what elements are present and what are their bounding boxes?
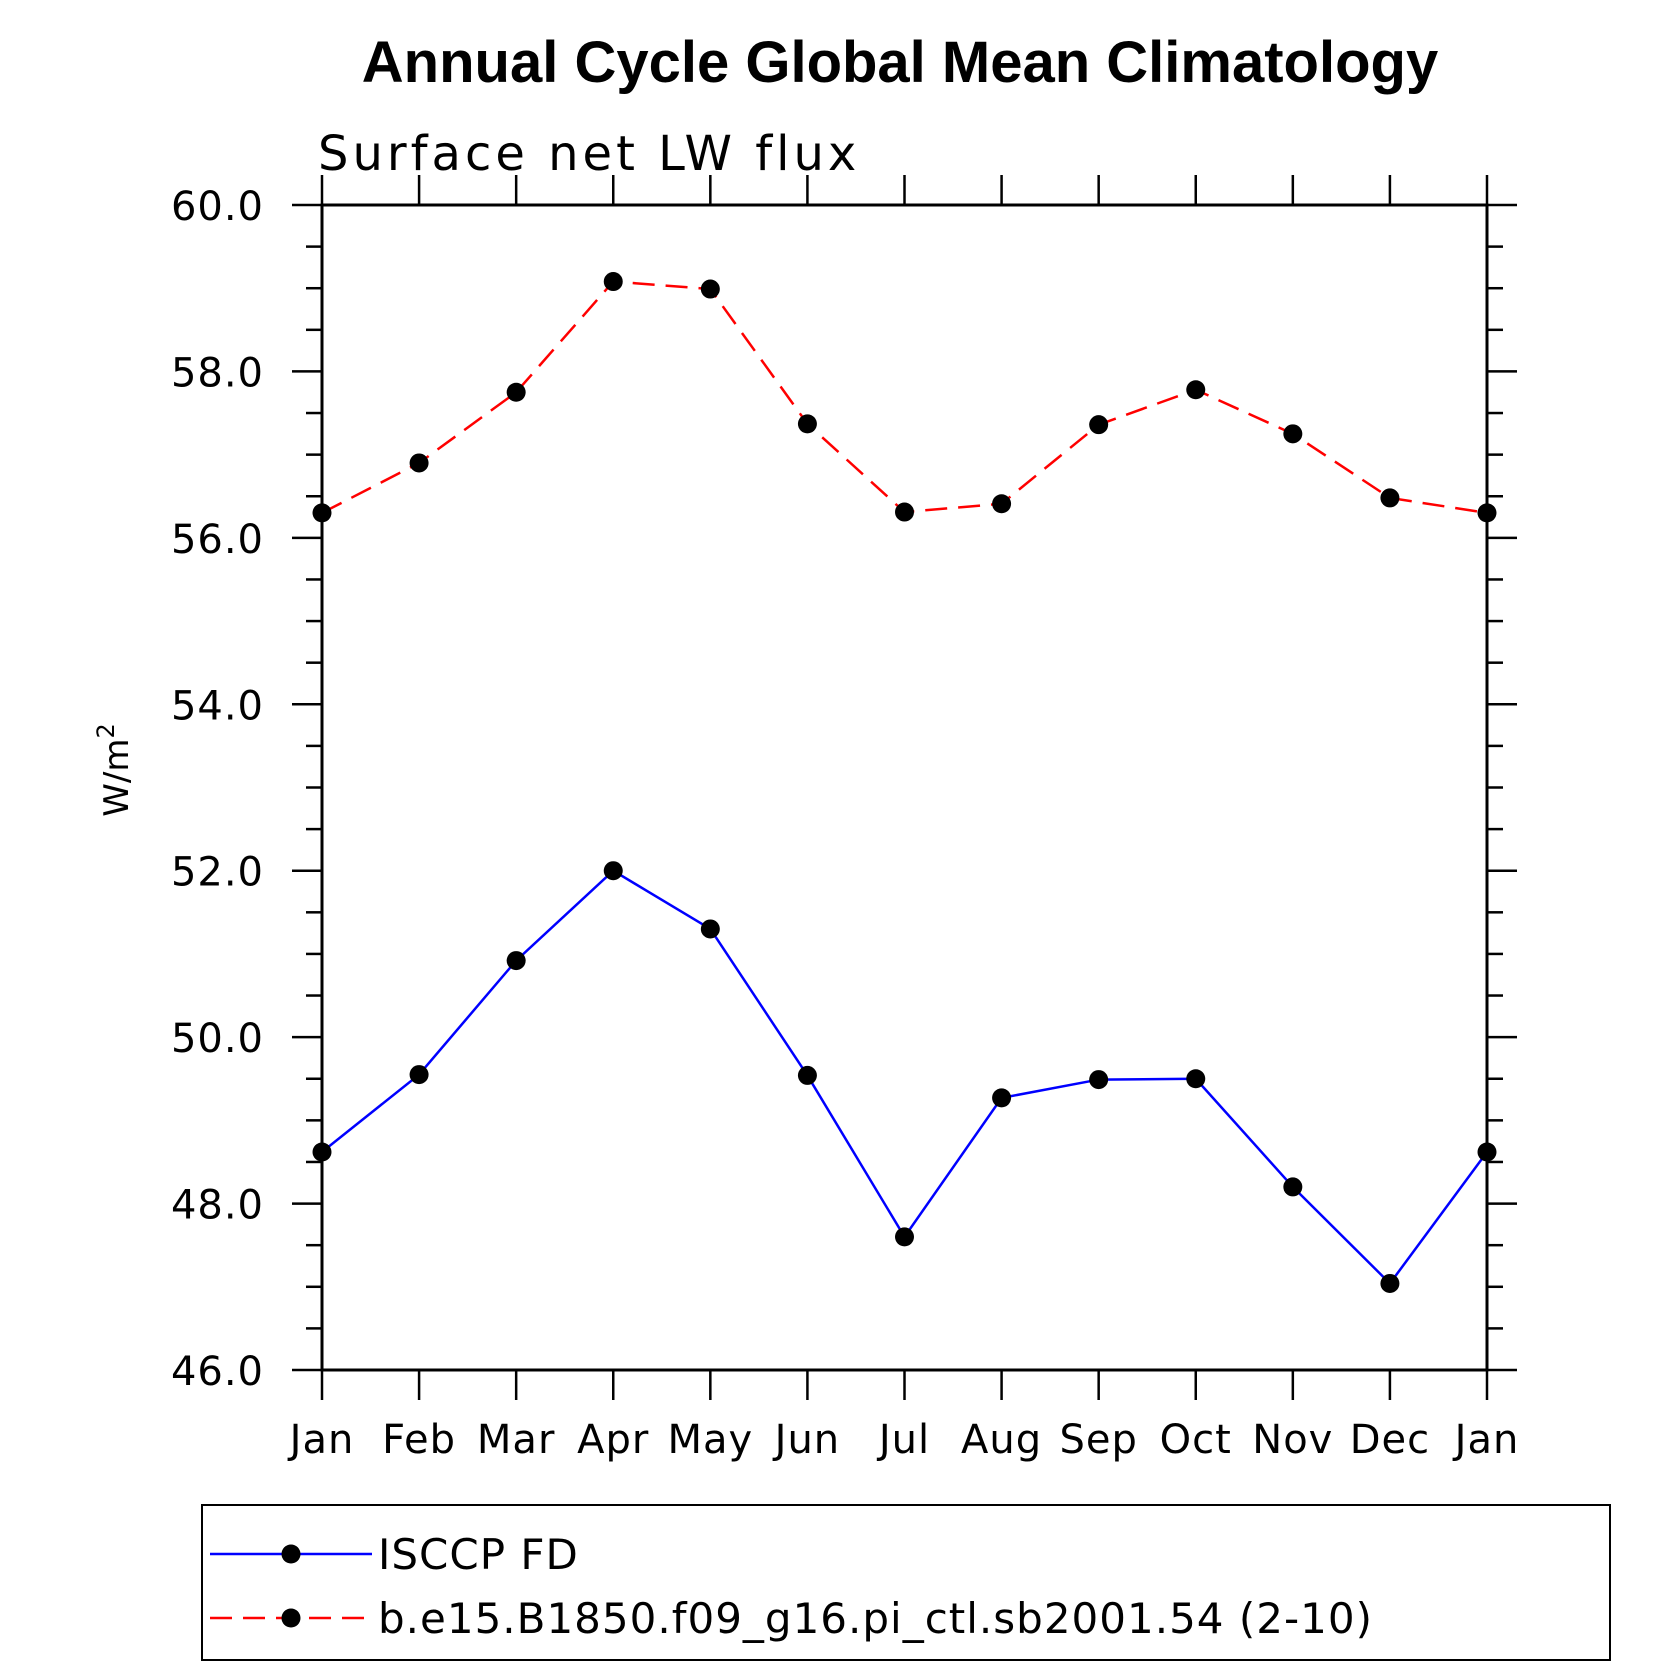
x-tick-label: Dec [1350, 1417, 1430, 1463]
series-1-point [1186, 380, 1206, 400]
x-tick-label: Aug [961, 1417, 1042, 1463]
series-1-point [1477, 503, 1497, 523]
y-axis-label-text: W/m [97, 739, 137, 817]
x-axis-ticks: Jan Feb Mar Apr May Jun Jul Aug Sep Oct Nov Dec Jan [287, 175, 1520, 1463]
x-tick-label: Jan [1452, 1417, 1520, 1463]
plot-frame [320, 203, 1489, 1372]
y-tick-label: 52.0 [171, 850, 264, 896]
series-0-point [1380, 1273, 1400, 1293]
x-tick-label: Jun [772, 1417, 841, 1463]
y-axis-label: W/m2 [92, 723, 137, 816]
y-tick-label: 58.0 [171, 350, 264, 396]
series-0-point [1089, 1070, 1109, 1090]
series-0-point [1186, 1069, 1206, 1089]
x-tick-label: Oct [1160, 1417, 1232, 1463]
series-0-point [312, 1142, 332, 1162]
y-tick-label: 54.0 [171, 683, 264, 729]
x-tick-label: Jul [876, 1417, 930, 1463]
legend-marker-0 [281, 1544, 301, 1564]
series-0-point [409, 1065, 429, 1085]
y-tick-label: 48.0 [171, 1183, 264, 1229]
x-tick-label: Feb [382, 1417, 456, 1463]
chart-title: Annual Cycle Global Mean Climatology [362, 30, 1438, 95]
series-0-point [700, 919, 720, 939]
x-tick-label: May [667, 1417, 753, 1463]
series-1-point [506, 382, 526, 402]
legend-label-1: b.e15.B1850.f09_g16.pi_ctl.sb2001.54 (2-… [378, 1594, 1373, 1643]
series-1-point [1283, 424, 1303, 444]
y-tick-label: 46.0 [171, 1349, 264, 1395]
series-0-point [992, 1088, 1012, 1108]
series-1-point [312, 503, 332, 523]
series-1-point [895, 502, 914, 522]
y-tick-label: 60.0 [171, 184, 264, 230]
chart-subtitle: Surface net LW flux [318, 126, 860, 182]
series-1-point [603, 272, 623, 292]
series-0-point [506, 951, 526, 971]
x-tick-label: Nov [1252, 1417, 1333, 1463]
series-1-point [992, 494, 1012, 514]
y-axis-label-superscript: 2 [92, 723, 120, 738]
series-1-point [700, 279, 720, 299]
series-0-point [603, 861, 623, 881]
series-1-point [409, 453, 429, 473]
series-0-point [1283, 1177, 1303, 1197]
y-tick-label: 56.0 [171, 517, 264, 563]
series-1-point [1380, 488, 1400, 508]
y-axis-ticks: 46.0 48.0 50.0 52.0 54.0 56.0 58.0 60.0 [171, 184, 1517, 1395]
series-0-point [895, 1227, 914, 1247]
y-tick-label: 50.0 [171, 1016, 264, 1062]
series-line-1 [321, 280, 1488, 515]
x-tick-label: Jan [287, 1417, 355, 1463]
series-1-point [797, 414, 817, 434]
legend-label-0: ISCCP FD [378, 1530, 579, 1579]
series-0-point [1477, 1142, 1497, 1162]
series-0-point [797, 1065, 817, 1085]
x-tick-label: Apr [577, 1417, 649, 1463]
legend-box [201, 1504, 1611, 1661]
x-tick-label: Sep [1059, 1417, 1137, 1463]
legend-marker-1 [281, 1608, 301, 1628]
series-1-point [1089, 415, 1109, 435]
series-line-0 [321, 869, 1489, 1286]
series-layer [312, 272, 1497, 1293]
x-tick-label: Mar [477, 1417, 555, 1463]
legend: ISCCP FD b.e15.B1850.f09_g16.pi_ctl.sb200… [210, 1530, 1373, 1643]
